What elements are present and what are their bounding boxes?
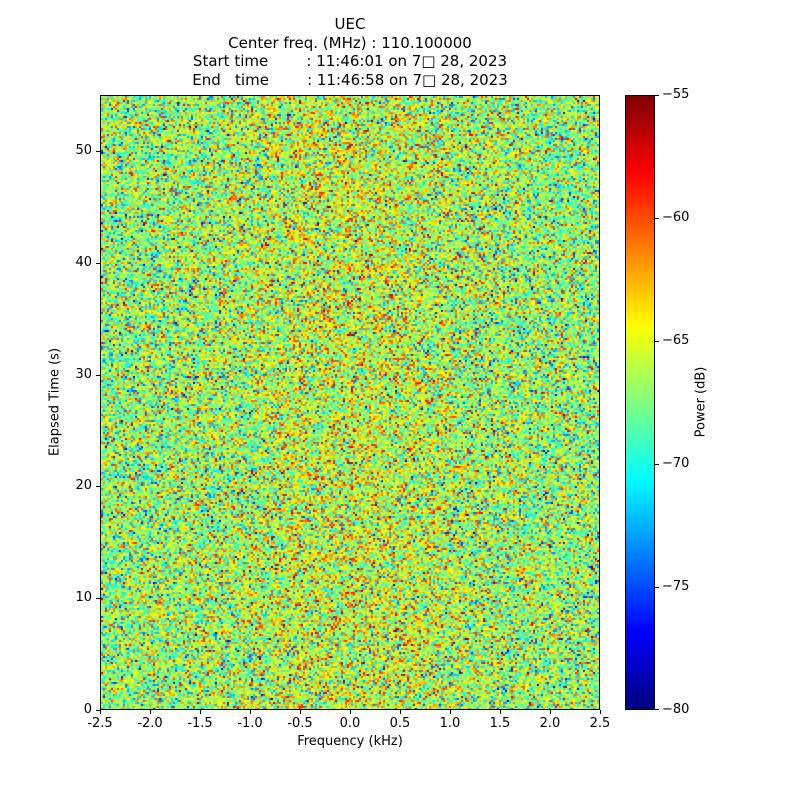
colorbar-tick-label: −75 [662, 579, 690, 594]
colorbar-tick-label: −70 [662, 456, 690, 471]
x-tick-label: 2.0 [539, 716, 561, 731]
colorbar-tick-label: −80 [662, 702, 690, 717]
y-tick-mark [96, 598, 100, 600]
x-tick-mark [400, 710, 401, 714]
colorbar-tick-label: −60 [662, 210, 690, 225]
colorbar-tick-mark [655, 341, 659, 342]
colorbar-tick-mark [655, 709, 659, 710]
x-tick-label: 0.5 [389, 716, 411, 731]
y-axis-label: Elapsed Time (s) [47, 347, 63, 457]
y-tick-mark [96, 262, 100, 264]
y-tick-label: 30 [75, 366, 92, 382]
x-tick-label: -2.5 [87, 716, 113, 731]
colorbar-label: Power (dB) [693, 366, 709, 438]
colorbar-tick-label: −65 [662, 333, 690, 348]
start-time-line: Start time : 11:46:01 on 7□ 28, 2023 [192, 52, 508, 70]
y-tick-label: 0 [83, 702, 92, 717]
y-tick-mark [96, 374, 100, 376]
x-tick-label: -0.5 [287, 716, 313, 731]
x-tick-label: 1.5 [489, 716, 511, 731]
chart-title: UEC [334, 15, 366, 33]
x-tick-mark [600, 710, 601, 714]
x-tick-label: -1.0 [237, 716, 263, 731]
x-tick-mark [100, 710, 101, 714]
colorbar [625, 95, 655, 710]
x-tick-mark [450, 710, 451, 714]
x-tick-mark [550, 710, 551, 714]
x-tick-mark [350, 710, 351, 714]
x-tick-label: 2.5 [589, 716, 611, 731]
y-tick-label: 50 [75, 142, 92, 158]
end-time-line: End time : 11:46:58 on 7□ 28, 2023 [192, 70, 508, 89]
center-freq-line: Center freq. (MHz) : 110.100000 [228, 33, 472, 52]
x-tick-mark [500, 710, 501, 714]
x-tick-mark [150, 710, 151, 714]
colorbar-tick-mark [655, 587, 659, 588]
x-tick-mark [200, 710, 201, 714]
colorbar-tick-mark [655, 464, 659, 465]
y-tick-mark [96, 710, 100, 711]
plot-area [100, 95, 600, 710]
colorbar-tick-mark [655, 218, 659, 219]
title-block: UEC Center freq. (MHz) : 110.100000 Star… [100, 15, 600, 89]
x-axis-label: Frequency (kHz) [297, 734, 403, 749]
x-tick-label: 0.0 [339, 716, 361, 731]
y-tick-label: 40 [75, 254, 92, 270]
colorbar-tick-mark [655, 95, 659, 96]
y-tick-label: 10 [75, 590, 92, 606]
x-tick-mark [300, 710, 301, 714]
x-tick-label: -1.5 [187, 716, 213, 731]
y-tick-mark [96, 486, 100, 488]
colorbar-tick-label: −55 [662, 87, 690, 102]
y-tick-mark [96, 150, 100, 152]
x-tick-mark [250, 710, 251, 714]
y-tick-label: 20 [75, 478, 92, 494]
x-tick-label: 1.0 [439, 716, 461, 731]
colorbar-gradient-canvas [626, 96, 654, 709]
x-tick-label: -2.0 [137, 716, 163, 731]
spectrogram-heatmap-canvas [101, 96, 599, 709]
